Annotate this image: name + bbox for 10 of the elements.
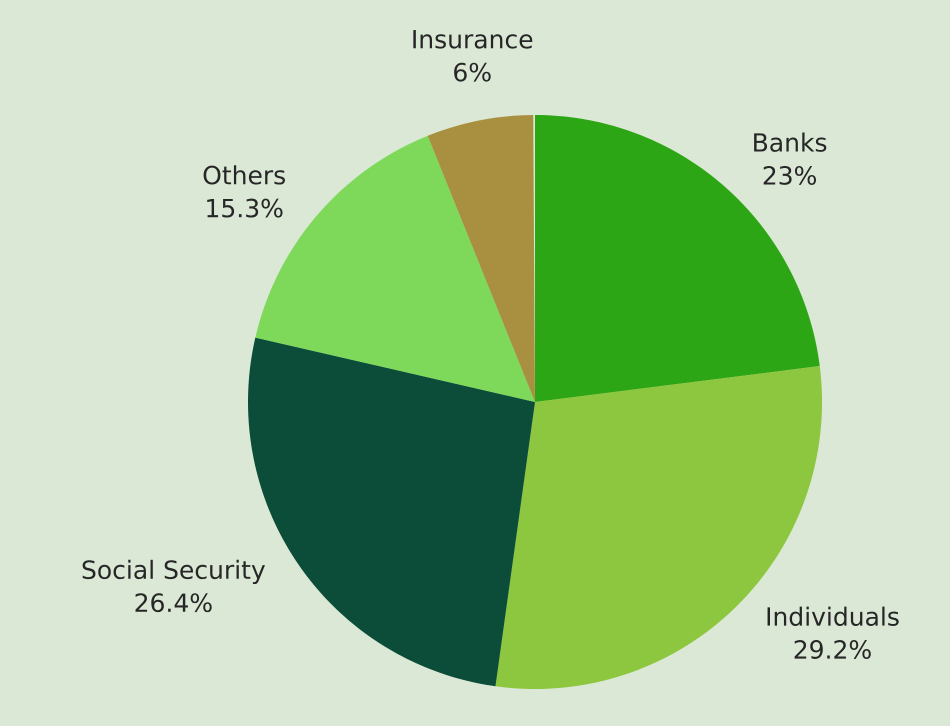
slice-label: Insurance xyxy=(413,30,532,49)
slice-label: Social Security xyxy=(82,560,265,584)
slice-label: Banks xyxy=(754,132,826,152)
data-label: 29.2% xyxy=(794,640,871,659)
slice-label: Individuals xyxy=(768,606,899,626)
data-label: 6% xyxy=(454,62,491,82)
data-label: 26.4% xyxy=(135,593,212,612)
data-label: 15.3% xyxy=(207,198,283,218)
slice-label: Others xyxy=(204,165,285,185)
data-label: 23% xyxy=(764,166,816,185)
